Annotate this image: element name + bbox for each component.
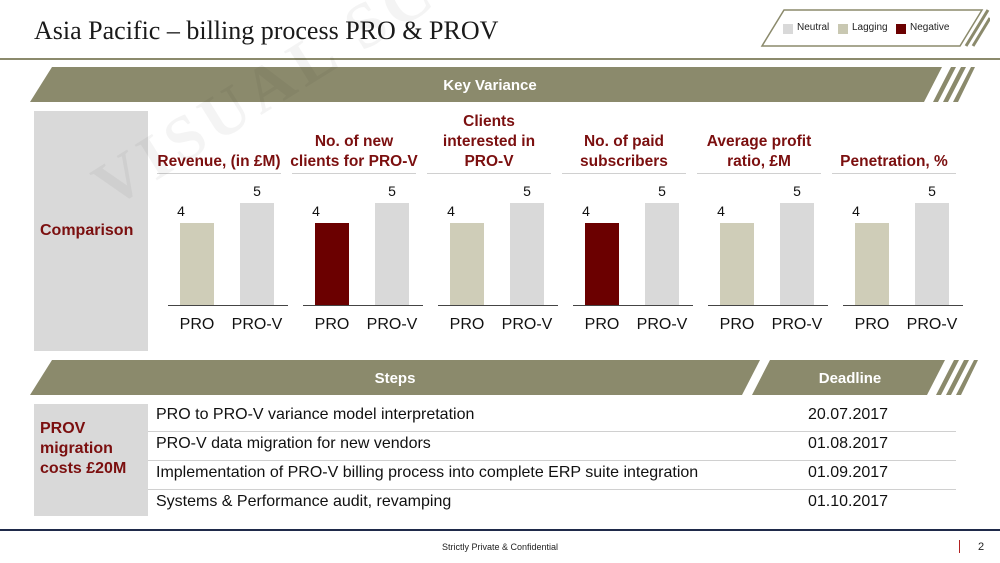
page-number-marker (959, 540, 960, 553)
chart-bar (240, 203, 274, 305)
legend-swatch-neutral (783, 24, 793, 34)
chart-bar (450, 223, 484, 305)
category-label: PRO (179, 316, 215, 333)
chart-bar (645, 203, 679, 305)
chart-title: No. of paid subscribers (580, 133, 668, 170)
migration-costs-label: PROV migration costs £20M (40, 420, 127, 477)
title-divider (0, 58, 1000, 60)
bar-value-label: 5 (253, 183, 261, 199)
page-number: 2 (978, 541, 985, 553)
step-text: PRO-V data migration for new vendors (156, 435, 431, 452)
legend-swatch-lagging (838, 24, 848, 34)
footer-confidential: Strictly Private & Confidential (441, 542, 559, 552)
chart-title-rule (292, 173, 416, 174)
chart-bar (915, 203, 949, 305)
chart-title-rule (832, 173, 956, 174)
legend-label-negative: Negative (910, 22, 950, 33)
bar-value-label: 4 (447, 203, 455, 220)
category-label: PRO-V (366, 316, 418, 333)
category-label: PRO-V (636, 316, 688, 333)
legend-frame (760, 9, 990, 47)
legend-swatch-negative (896, 24, 906, 34)
chart-bar (510, 203, 544, 305)
bar-value-label: 5 (928, 183, 936, 199)
chart-title: Clients interested in PRO-V (442, 113, 536, 170)
steps-label: Steps (374, 370, 416, 387)
chart-axis (438, 305, 558, 306)
chart-title-rule (157, 173, 281, 174)
step-text: Systems & Performance audit, revamping (156, 493, 452, 510)
step-deadline: 20.07.2017 (808, 406, 889, 423)
chart-bar (720, 223, 754, 305)
bar-value-label: 4 (177, 203, 185, 220)
category-label: PRO-V (771, 316, 823, 333)
chart-axis (303, 305, 423, 306)
steps-band (30, 360, 978, 395)
chart-bar (855, 223, 889, 305)
chart-axis (168, 305, 288, 306)
chart-axis (843, 305, 963, 306)
step-row: Implementation of PRO-V billing process … (148, 460, 956, 490)
category-label: PRO (314, 316, 350, 333)
chart-title-rule (427, 173, 551, 174)
steps-row-header (34, 404, 148, 516)
bar-value-label: 4 (582, 203, 590, 220)
category-label: PRO (449, 316, 485, 333)
key-variance-band (30, 67, 975, 102)
bar-value-label: 5 (658, 183, 666, 199)
step-row: PRO-V data migration for new vendors 01.… (148, 431, 956, 461)
chart-title: Penetration, % (840, 153, 948, 170)
chart-bar (780, 203, 814, 305)
chart-bar (315, 223, 349, 305)
chart-axis (708, 305, 828, 306)
chart-bar (585, 223, 619, 305)
chart-title: Revenue, (in £M) (157, 153, 281, 170)
chart-title: Average profit ratio, £M (706, 133, 812, 170)
page-title: Asia Pacific – billing process PRO & PRO… (34, 16, 499, 45)
footer-divider (0, 529, 1000, 531)
bar-value-label: 5 (793, 183, 801, 199)
deadline-label: Deadline (818, 370, 882, 387)
category-label: PRO-V (501, 316, 553, 333)
bar-value-label: 5 (388, 183, 396, 199)
bar-value-label: 4 (717, 203, 725, 220)
legend-label-lagging: Lagging (852, 22, 888, 33)
step-row: Systems & Performance audit, revamping 0… (148, 489, 956, 518)
chart-title: No. of new clients for PRO-V (290, 133, 418, 170)
bar-value-label: 4 (312, 203, 320, 220)
step-deadline: 01.09.2017 (808, 464, 889, 481)
step-text: PRO to PRO-V variance model interpretati… (156, 406, 475, 423)
chart-bar (375, 203, 409, 305)
step-deadline: 01.10.2017 (808, 493, 889, 510)
chart-axis (573, 305, 693, 306)
category-label: PRO-V (906, 316, 958, 333)
chart-bar (180, 223, 214, 305)
legend-label-neutral: Neutral (797, 22, 830, 33)
key-variance-label: Key Variance (443, 77, 537, 94)
step-deadline: 01.08.2017 (808, 435, 889, 452)
step-row: PRO to PRO-V variance model interpretati… (148, 402, 956, 432)
category-label: PRO (584, 316, 620, 333)
category-label: PRO (719, 316, 755, 333)
category-label: PRO-V (231, 316, 283, 333)
category-label: PRO (854, 316, 890, 333)
comparison-row-header (34, 111, 148, 351)
comparison-label: Comparison (40, 222, 134, 239)
step-text: Implementation of PRO-V billing process … (156, 464, 699, 481)
chart-title-rule (697, 173, 821, 174)
chart-title-rule (562, 173, 686, 174)
bar-value-label: 5 (523, 183, 531, 199)
bar-value-label: 4 (852, 203, 860, 220)
